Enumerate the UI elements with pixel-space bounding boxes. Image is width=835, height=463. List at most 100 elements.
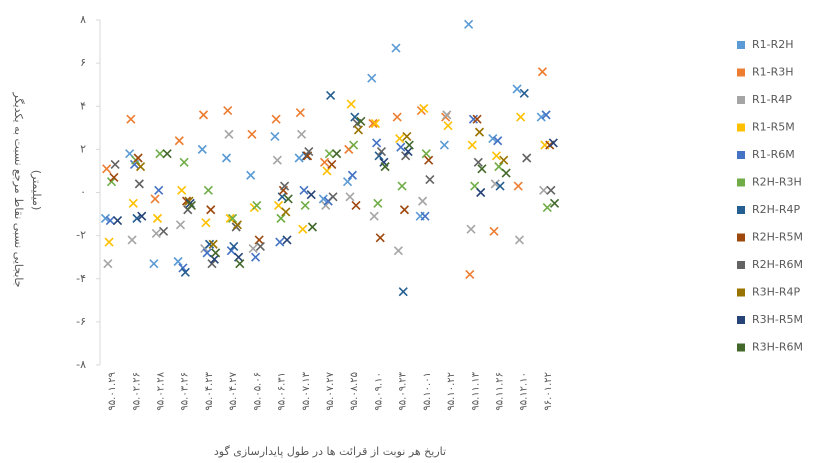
marker bbox=[179, 157, 189, 167]
marker bbox=[112, 215, 123, 226]
marker bbox=[177, 185, 187, 195]
marker bbox=[399, 205, 410, 215]
y-axis-title: (میلیمتر) bbox=[30, 170, 43, 211]
marker bbox=[477, 164, 487, 174]
marker bbox=[203, 185, 213, 195]
marker bbox=[273, 200, 284, 211]
marker bbox=[250, 252, 261, 262]
marker bbox=[425, 174, 435, 185]
marker bbox=[321, 200, 331, 211]
marker bbox=[282, 235, 292, 245]
marker bbox=[467, 140, 477, 150]
marker bbox=[376, 146, 387, 157]
legend-swatch bbox=[737, 316, 745, 324]
marker bbox=[301, 151, 311, 161]
marker bbox=[207, 259, 217, 269]
legend-swatch bbox=[737, 288, 745, 297]
marker bbox=[514, 235, 525, 245]
x-tick-label: ۹۶.۰۱.۲۲ bbox=[543, 372, 554, 411]
marker bbox=[104, 237, 114, 247]
marker bbox=[345, 192, 355, 202]
marker bbox=[246, 170, 256, 180]
marker bbox=[283, 194, 293, 204]
marker bbox=[248, 243, 258, 254]
marker bbox=[466, 224, 476, 234]
marker bbox=[513, 181, 523, 191]
marker bbox=[126, 114, 136, 124]
marker bbox=[319, 157, 330, 167]
legend-label: R1-R3H bbox=[752, 66, 794, 79]
marker bbox=[342, 177, 353, 187]
legend-swatch bbox=[737, 343, 745, 352]
legend-swatch bbox=[737, 233, 745, 242]
x-tick-label: ۹۵.۱۱.۲۶ bbox=[494, 372, 505, 411]
marker bbox=[392, 112, 402, 122]
marker bbox=[201, 218, 211, 228]
marker bbox=[227, 213, 238, 223]
marker bbox=[546, 185, 556, 195]
x-tick-label: ۹۵.۰۶.۳۱ bbox=[277, 372, 288, 411]
marker bbox=[235, 259, 245, 269]
marker bbox=[351, 200, 361, 211]
y-tick-label: ۴ bbox=[80, 99, 86, 112]
marker bbox=[539, 185, 549, 195]
marker bbox=[304, 146, 314, 157]
marker bbox=[299, 185, 309, 195]
legend-swatch bbox=[737, 206, 745, 214]
marker bbox=[488, 134, 498, 144]
marker bbox=[494, 162, 504, 172]
marker bbox=[398, 287, 408, 297]
marker bbox=[224, 129, 234, 139]
marker bbox=[296, 129, 307, 139]
marker bbox=[512, 84, 522, 94]
marker bbox=[105, 215, 115, 226]
marker bbox=[404, 140, 414, 150]
marker bbox=[522, 153, 532, 163]
marker bbox=[541, 110, 551, 120]
marker bbox=[490, 179, 500, 189]
marker bbox=[300, 200, 310, 211]
x-tick-label: ۹۵.۰۱.۲۹ bbox=[107, 372, 118, 411]
marker bbox=[137, 211, 147, 221]
marker bbox=[472, 114, 482, 124]
marker bbox=[327, 159, 337, 170]
x-tick-label: ۹۵.۰۴.۲۳ bbox=[204, 371, 215, 410]
marker bbox=[225, 213, 235, 223]
x-tick-label: ۹۵.۰۳.۲۶ bbox=[180, 372, 191, 411]
marker bbox=[223, 105, 233, 116]
marker bbox=[443, 121, 453, 131]
legend-swatch bbox=[737, 41, 745, 49]
marker bbox=[439, 140, 449, 150]
marker bbox=[150, 194, 160, 204]
marker bbox=[306, 190, 316, 200]
marker bbox=[226, 246, 236, 256]
marker bbox=[474, 127, 485, 137]
x-tick-label: ۹۵.۰۹.۱۰ bbox=[373, 372, 384, 411]
marker bbox=[110, 159, 120, 170]
marker bbox=[100, 213, 111, 223]
x-tick-label: ۹۵.۰۷.۲۷ bbox=[325, 371, 336, 410]
marker bbox=[229, 241, 239, 251]
marker bbox=[372, 138, 382, 148]
legend-label: R1-R4P bbox=[752, 93, 792, 106]
marker bbox=[418, 196, 428, 206]
legend-swatch bbox=[737, 68, 745, 77]
marker bbox=[491, 151, 502, 161]
marker bbox=[395, 134, 405, 144]
marker bbox=[135, 162, 146, 172]
marker bbox=[549, 198, 560, 208]
x-tick-label: ۹۵.۰۵.۰۶ bbox=[252, 372, 263, 411]
marker bbox=[375, 233, 385, 243]
legend-label: R1-R5M bbox=[752, 121, 795, 134]
marker bbox=[332, 149, 342, 159]
x-tick-label: ۹۵.۰۲.۲۸ bbox=[156, 371, 167, 410]
legend-label: R1-R2H bbox=[752, 38, 794, 51]
x-tick-label: ۹۵.۰۹.۲۳ bbox=[398, 371, 409, 410]
marker bbox=[537, 67, 548, 77]
marker bbox=[519, 88, 529, 98]
marker bbox=[174, 136, 184, 146]
legend-label: R1-R6M bbox=[752, 148, 795, 161]
marker bbox=[186, 200, 196, 211]
marker bbox=[473, 157, 483, 167]
marker bbox=[252, 200, 262, 211]
